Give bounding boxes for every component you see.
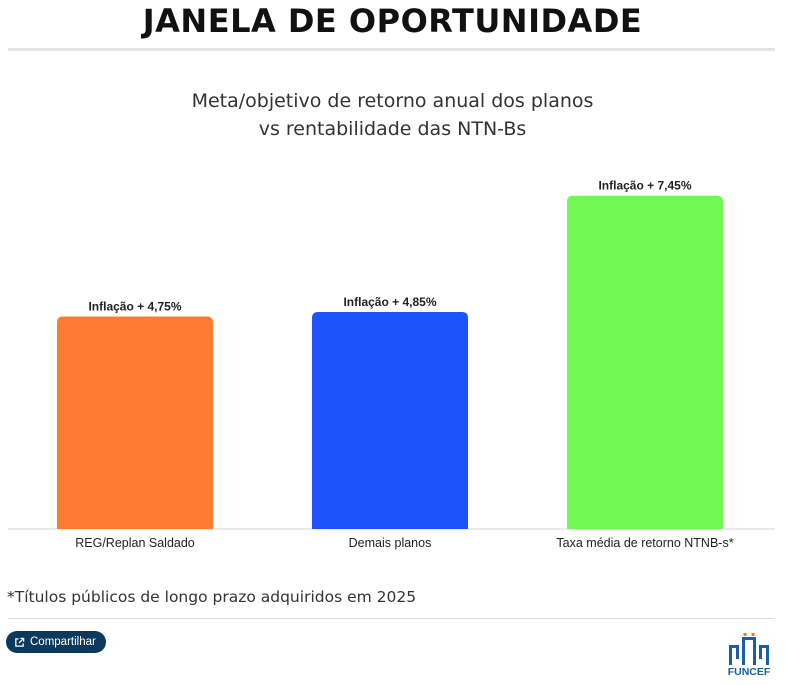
data-label-1: Inflação + 4,75% xyxy=(88,300,181,314)
funcef-logo: FUNCEF xyxy=(725,633,773,678)
page-title: JANELA DE OPORTUNIDADE xyxy=(142,2,643,40)
category-label-2: Demais planos xyxy=(349,536,432,550)
data-label-2: Inflação + 4,85% xyxy=(343,295,436,309)
data-label-3: Inflação + 7,45% xyxy=(598,179,691,193)
chart-title-line-1: Meta/objetivo de retorno anual dos plano… xyxy=(191,90,594,112)
bar-1 xyxy=(57,316,213,529)
share-label: Compartilhar xyxy=(30,636,96,648)
funcef-logo-icon xyxy=(729,633,769,665)
category-label-1: REG/Replan Saldado xyxy=(75,536,195,550)
chart-title: Meta/objetivo de retorno anual dos plano… xyxy=(0,87,785,143)
chart-title-line-2: vs rentabilidade das NTN-Bs xyxy=(258,118,527,140)
category-label-3: Taxa média de retorno NTNB-s* xyxy=(556,536,733,550)
share-button[interactable]: Compartilhar xyxy=(6,631,106,653)
header-divider xyxy=(8,48,775,51)
share-icon xyxy=(15,637,25,647)
footer-divider xyxy=(8,618,775,619)
bar-2 xyxy=(312,312,468,529)
bar-chart: Inflação + 4,75% REG/Replan Saldado Inflaç… xyxy=(8,179,775,550)
footnote: *Títulos públicos de longo prazo adquiri… xyxy=(7,588,417,606)
funcef-logo-text: FUNCEF xyxy=(727,666,771,678)
bar-3 xyxy=(567,195,723,530)
